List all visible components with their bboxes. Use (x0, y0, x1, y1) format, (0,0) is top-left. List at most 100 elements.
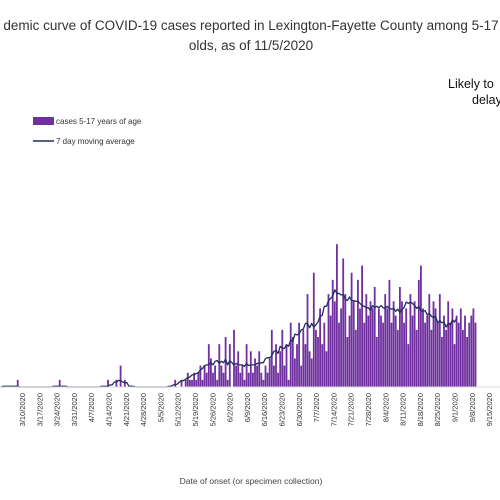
bar-188 (394, 315, 397, 387)
bar-180 (378, 308, 380, 387)
bar-145 (304, 344, 307, 387)
x-tick-label-8: 5/5/2020 (156, 393, 165, 422)
bar-141 (296, 344, 298, 387)
bar-192 (403, 322, 406, 387)
x-axis-label: Date of onset (or specimen collection) (180, 476, 323, 486)
bar-209 (438, 294, 441, 387)
bar-98 (205, 372, 208, 387)
bar-149 (312, 272, 315, 387)
x-tick-label-19: 7/21/2020 (347, 393, 356, 426)
bar-148 (310, 358, 313, 387)
bar-series (16, 244, 477, 387)
bar-216 (453, 344, 456, 387)
bar-211 (443, 315, 445, 387)
bar-152 (319, 308, 322, 387)
bar-86 (180, 379, 183, 387)
bar-203 (426, 315, 429, 387)
bar-128 (268, 358, 271, 387)
legend: cases 5-17 years of age 7 day moving ave… (33, 117, 142, 146)
bar-158 (331, 279, 334, 387)
bar-200 (420, 265, 422, 387)
bar-59 (123, 379, 126, 387)
bar-165 (346, 337, 349, 387)
bar-133 (279, 351, 282, 387)
bar-92 (193, 372, 196, 387)
bar-51 (107, 379, 109, 387)
x-tick-label-15: 6/23/2020 (278, 393, 287, 426)
bar-210 (441, 337, 443, 387)
bar-134 (281, 329, 284, 387)
bar-207 (434, 308, 437, 387)
bar-91 (191, 379, 193, 387)
bar-161 (338, 322, 340, 387)
bar-127 (266, 372, 269, 387)
bar-95 (199, 365, 202, 387)
bar-112 (235, 365, 238, 387)
bar-217 (455, 315, 458, 387)
bar-181 (380, 315, 382, 387)
bar-225 (472, 308, 475, 387)
bar-164 (344, 294, 347, 387)
bar-185 (388, 279, 391, 387)
bar-146 (306, 294, 309, 387)
x-tick-label-1: 3/17/2020 (35, 393, 44, 426)
bar-102 (214, 365, 217, 387)
bar-147 (308, 351, 311, 387)
x-tick-label-26: 9/8/2020 (468, 393, 477, 422)
bar-222 (466, 337, 469, 387)
bar-143 (300, 365, 303, 387)
bar-111 (233, 329, 235, 387)
bar-160 (336, 244, 338, 387)
x-tick-label-7: 4/28/2020 (139, 393, 148, 426)
bar-136 (285, 344, 288, 387)
bar-129 (270, 329, 273, 387)
x-tick-label-12: 6/2/2020 (226, 393, 235, 422)
bar-191 (401, 301, 403, 387)
bar-214 (449, 322, 452, 387)
bar-174 (365, 294, 368, 387)
bar-176 (369, 301, 372, 387)
bar-101 (212, 372, 214, 387)
bar-120 (252, 372, 254, 387)
legend-label-bars: cases 5-17 years of age (56, 117, 142, 126)
bar-116 (243, 379, 246, 387)
bar-169 (354, 329, 357, 387)
bar-179 (375, 337, 378, 387)
bar-90 (189, 379, 191, 387)
x-tick-label-24: 8/25/2020 (433, 393, 442, 426)
bar-114 (239, 372, 242, 387)
bar-123 (258, 351, 261, 387)
bar-186 (390, 322, 393, 387)
bar-162 (340, 308, 343, 387)
bar-173 (363, 322, 366, 387)
bar-130 (273, 365, 275, 387)
bar-218 (457, 322, 460, 387)
bar-206 (432, 301, 435, 387)
legend-swatch-bars (33, 117, 54, 125)
x-tick-label-9: 5/12/2020 (174, 393, 183, 426)
bar-144 (302, 329, 305, 387)
x-tick-label-25: 9/1/2020 (451, 393, 460, 422)
bar-167 (350, 272, 353, 387)
bar-28 (58, 379, 61, 387)
x-tick-label-22: 8/11/2020 (399, 393, 408, 426)
x-tick-label-0: 3/10/2020 (18, 393, 27, 426)
bar-221 (464, 315, 466, 387)
bar-8 (16, 379, 19, 387)
bar-97 (203, 365, 206, 387)
bar-93 (195, 379, 198, 387)
x-tick-label-5: 4/14/2020 (105, 393, 114, 426)
bar-201 (422, 308, 424, 387)
bar-193 (405, 308, 408, 387)
bar-163 (342, 258, 345, 387)
bar-178 (373, 287, 376, 387)
bar-122 (256, 365, 259, 387)
bar-109 (228, 344, 231, 387)
bar-199 (417, 279, 420, 387)
bar-96 (201, 379, 204, 387)
bar-157 (329, 315, 332, 387)
bar-184 (386, 308, 389, 387)
bar-202 (424, 322, 427, 387)
bar-159 (333, 301, 336, 387)
bar-208 (436, 322, 439, 387)
